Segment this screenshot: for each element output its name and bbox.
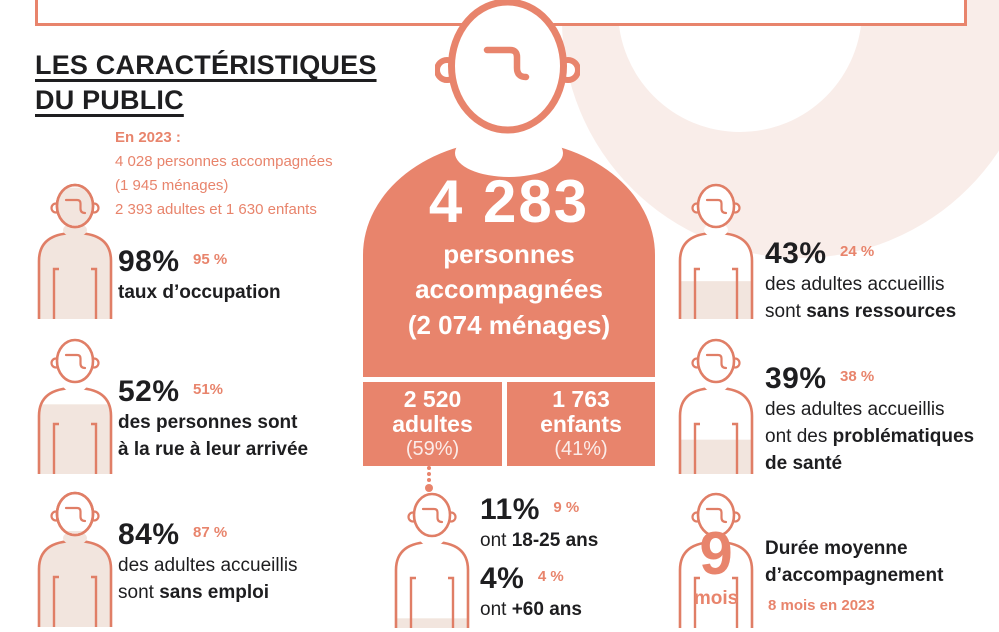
- stat-previous-value: 24 %: [840, 243, 875, 260]
- children-label: enfants: [540, 411, 622, 437]
- stat-value: 4%: [480, 562, 525, 595]
- central-figure-neck: [455, 129, 563, 177]
- stat-previous-value: 51%: [193, 381, 224, 398]
- stat-previous-value: 95 %: [193, 251, 228, 268]
- person-icon: [676, 338, 756, 474]
- stat-label: des adultes accueillis sont sans emploi: [118, 555, 298, 603]
- stat-value: 84%: [118, 518, 180, 551]
- connector-dot: [427, 472, 431, 476]
- connector-dot: [427, 478, 431, 482]
- person-icon: [35, 338, 115, 474]
- stat-label: taux d’occupation: [118, 282, 281, 303]
- stat-previous-value: 87 %: [193, 524, 228, 541]
- stat-value: 52%: [118, 375, 180, 408]
- person-icon: [676, 492, 756, 628]
- page-title-line1: LES CARACTÉRISTIQUES: [35, 50, 377, 80]
- intro-line: (1 945 ménages): [115, 177, 229, 194]
- children-value: 1 763: [552, 386, 610, 412]
- intro-line: 2 393 adultes et 1 630 enfants: [115, 201, 317, 218]
- intro-2023-block: En 2023 : 4 028 personnes accompagnées (…: [115, 126, 333, 222]
- stat-previous-value: 9 %: [553, 499, 580, 516]
- connector-dot-large: [425, 484, 433, 492]
- stat-label: ont +60 ans: [480, 599, 582, 620]
- total-households: (2 074 ménages): [407, 310, 611, 340]
- total-persons-label1: personnes: [443, 239, 575, 269]
- person-icon: [35, 183, 115, 319]
- stat-value: 39%: [765, 362, 827, 395]
- intro-line: 4 028 personnes accompagnées: [115, 153, 333, 170]
- stat-value: 43%: [765, 237, 827, 270]
- stat-label: Durée moyenne d’accompagnement: [765, 538, 944, 586]
- stat-value: 11%: [480, 493, 540, 526]
- person-icon: [676, 183, 756, 319]
- adults-block: 2 520 adultes (59%): [363, 382, 502, 466]
- children-share: (41%): [554, 438, 608, 460]
- stat-previous-value: 4 %: [537, 568, 564, 585]
- total-persons-label2: accompagnées: [415, 274, 603, 304]
- adults-value: 2 520: [403, 386, 462, 412]
- stat-previous-value: 38 %: [840, 368, 875, 385]
- total-persons-value: 4 283: [428, 168, 590, 235]
- central-total-block: 4 283 personnes accompagnées (2 074 ména…: [363, 140, 655, 377]
- stat-previous-value: 8 mois en 2023: [768, 597, 875, 614]
- stat-value: 98%: [118, 245, 180, 278]
- duration-unit: mois: [693, 588, 739, 609]
- stat-label: ont 18-25 ans: [480, 530, 599, 551]
- connector-dot: [427, 466, 431, 470]
- stat-label: des adultes accueillis sont sans ressourc…: [765, 274, 957, 322]
- page-title-line2: DU PUBLIC: [35, 85, 184, 115]
- stat-label: des personnes sont à la rue à leur arrivé…: [118, 412, 309, 460]
- page-title: LES CARACTÉRISTIQUES DU PUBLIC: [35, 48, 377, 118]
- person-icon: [392, 492, 472, 628]
- adults-label: adultes: [392, 411, 473, 437]
- adults-share: (59%): [405, 438, 460, 460]
- children-block: 1 763 enfants (41%): [507, 382, 655, 466]
- intro-heading: En 2023 :: [115, 129, 181, 146]
- duration-value: 9: [699, 520, 733, 587]
- stat-label: des adultes accueillis ont des problémati…: [765, 399, 975, 474]
- person-icon: [35, 491, 115, 627]
- central-person-head-icon: [435, 0, 580, 134]
